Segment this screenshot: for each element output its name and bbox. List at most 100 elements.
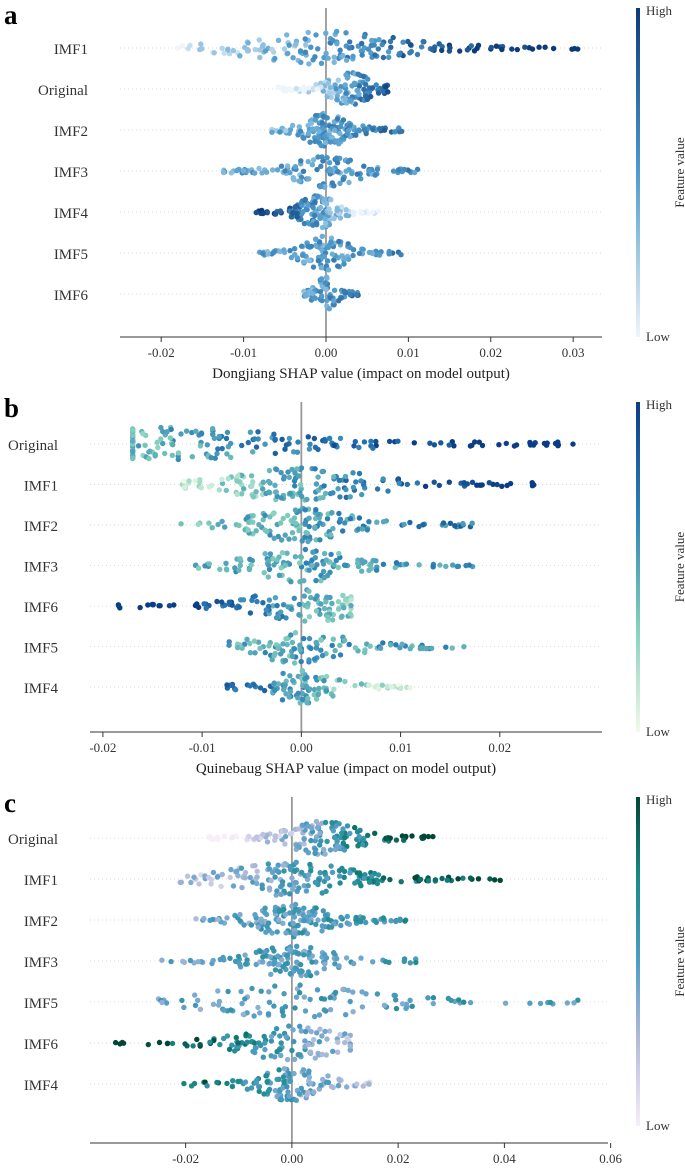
shap-point <box>475 876 482 882</box>
shap-point <box>274 493 280 500</box>
shap-point <box>321 952 328 958</box>
shap-point <box>135 443 142 449</box>
shap-point <box>416 523 422 530</box>
shap-point <box>530 442 537 448</box>
colorbar <box>636 797 640 1126</box>
shap-point <box>474 45 480 51</box>
shap-point <box>318 163 324 169</box>
shap-point <box>407 50 413 56</box>
shap-point <box>197 443 204 449</box>
shap-point <box>291 535 298 542</box>
shap-point <box>337 47 343 53</box>
shap-point <box>421 833 427 839</box>
shap-point <box>226 1046 233 1053</box>
shap-point <box>252 46 258 53</box>
shap-point <box>372 830 378 836</box>
feature-label-imf2: IMF2 <box>24 519 58 535</box>
shap-point <box>287 971 293 977</box>
shap-point <box>321 605 328 612</box>
shap-point <box>221 1007 227 1013</box>
shap-point <box>550 45 557 52</box>
shap-point <box>237 556 243 562</box>
shap-point <box>343 486 349 493</box>
shap-point <box>244 1039 250 1045</box>
shap-point <box>284 550 290 556</box>
shap-point <box>290 677 296 684</box>
shap-point <box>344 130 351 137</box>
shap-point <box>248 922 255 928</box>
shap-point <box>301 883 307 889</box>
shap-point <box>344 1084 350 1090</box>
shap-point <box>268 971 274 977</box>
shap-point <box>159 999 165 1006</box>
shap-point <box>262 909 268 916</box>
shap-point <box>349 170 355 177</box>
shap-point <box>223 435 230 442</box>
shap-point <box>277 208 284 214</box>
shap-point <box>497 877 503 883</box>
shap-point <box>370 126 376 133</box>
shap-point <box>342 1031 348 1037</box>
shap-point <box>219 480 226 487</box>
shap-point <box>467 999 474 1006</box>
shap-point <box>301 952 307 958</box>
shap-point <box>336 141 342 147</box>
shap-point <box>436 482 442 489</box>
shap-point <box>331 834 338 841</box>
x-tick-label: 0.02 <box>488 740 511 755</box>
shap-point <box>384 683 391 689</box>
shap-point <box>287 127 294 133</box>
shap-point <box>331 995 337 1001</box>
shap-point <box>368 438 374 444</box>
shap-point <box>514 46 520 53</box>
shap-point <box>329 820 335 826</box>
shap-point <box>429 46 435 53</box>
shap-point <box>320 88 326 94</box>
shap-point <box>383 84 389 90</box>
shap-point <box>266 597 273 603</box>
shap-point <box>547 999 554 1006</box>
shap-point <box>305 202 311 208</box>
shap-point <box>414 480 421 486</box>
shap-point <box>254 874 260 880</box>
shap-point <box>324 875 330 881</box>
shap-point <box>295 922 301 929</box>
shap-point <box>352 824 358 831</box>
beeswarm-points <box>112 818 581 1104</box>
shap-point <box>272 55 278 62</box>
shap-point <box>359 40 365 47</box>
shap-point <box>273 466 280 473</box>
shap-point <box>364 96 370 103</box>
shap-point <box>340 52 346 59</box>
shap-point <box>234 167 240 174</box>
x-tick-label: 0.00 <box>281 1151 304 1166</box>
shap-point <box>351 443 357 449</box>
shap-point <box>322 851 328 857</box>
shap-point <box>322 133 328 140</box>
shap-point <box>321 550 328 557</box>
colorbar-title: Feature value <box>672 926 685 997</box>
shap-point <box>272 489 279 495</box>
shap-point <box>317 611 323 617</box>
feature-label-imf5: IMF5 <box>24 996 58 1012</box>
x-tick-label: 0.01 <box>397 345 420 360</box>
shap-point <box>224 47 231 53</box>
shap-point <box>283 636 289 642</box>
shap-point <box>327 847 334 853</box>
shap-point <box>294 943 300 949</box>
shap-point <box>542 44 548 50</box>
shap-point <box>284 1084 290 1090</box>
shap-point <box>182 1041 188 1047</box>
shap-point <box>312 879 319 886</box>
shap-point <box>307 139 313 145</box>
shap-point <box>422 483 429 489</box>
shap-point <box>300 87 306 94</box>
shap-point <box>225 988 231 995</box>
shap-point <box>324 155 330 161</box>
shap-point <box>145 602 151 608</box>
shap-point <box>393 560 400 566</box>
shap-point <box>411 440 417 446</box>
shap-point <box>335 564 341 571</box>
shap-point <box>247 874 253 881</box>
shap-point <box>292 470 298 476</box>
